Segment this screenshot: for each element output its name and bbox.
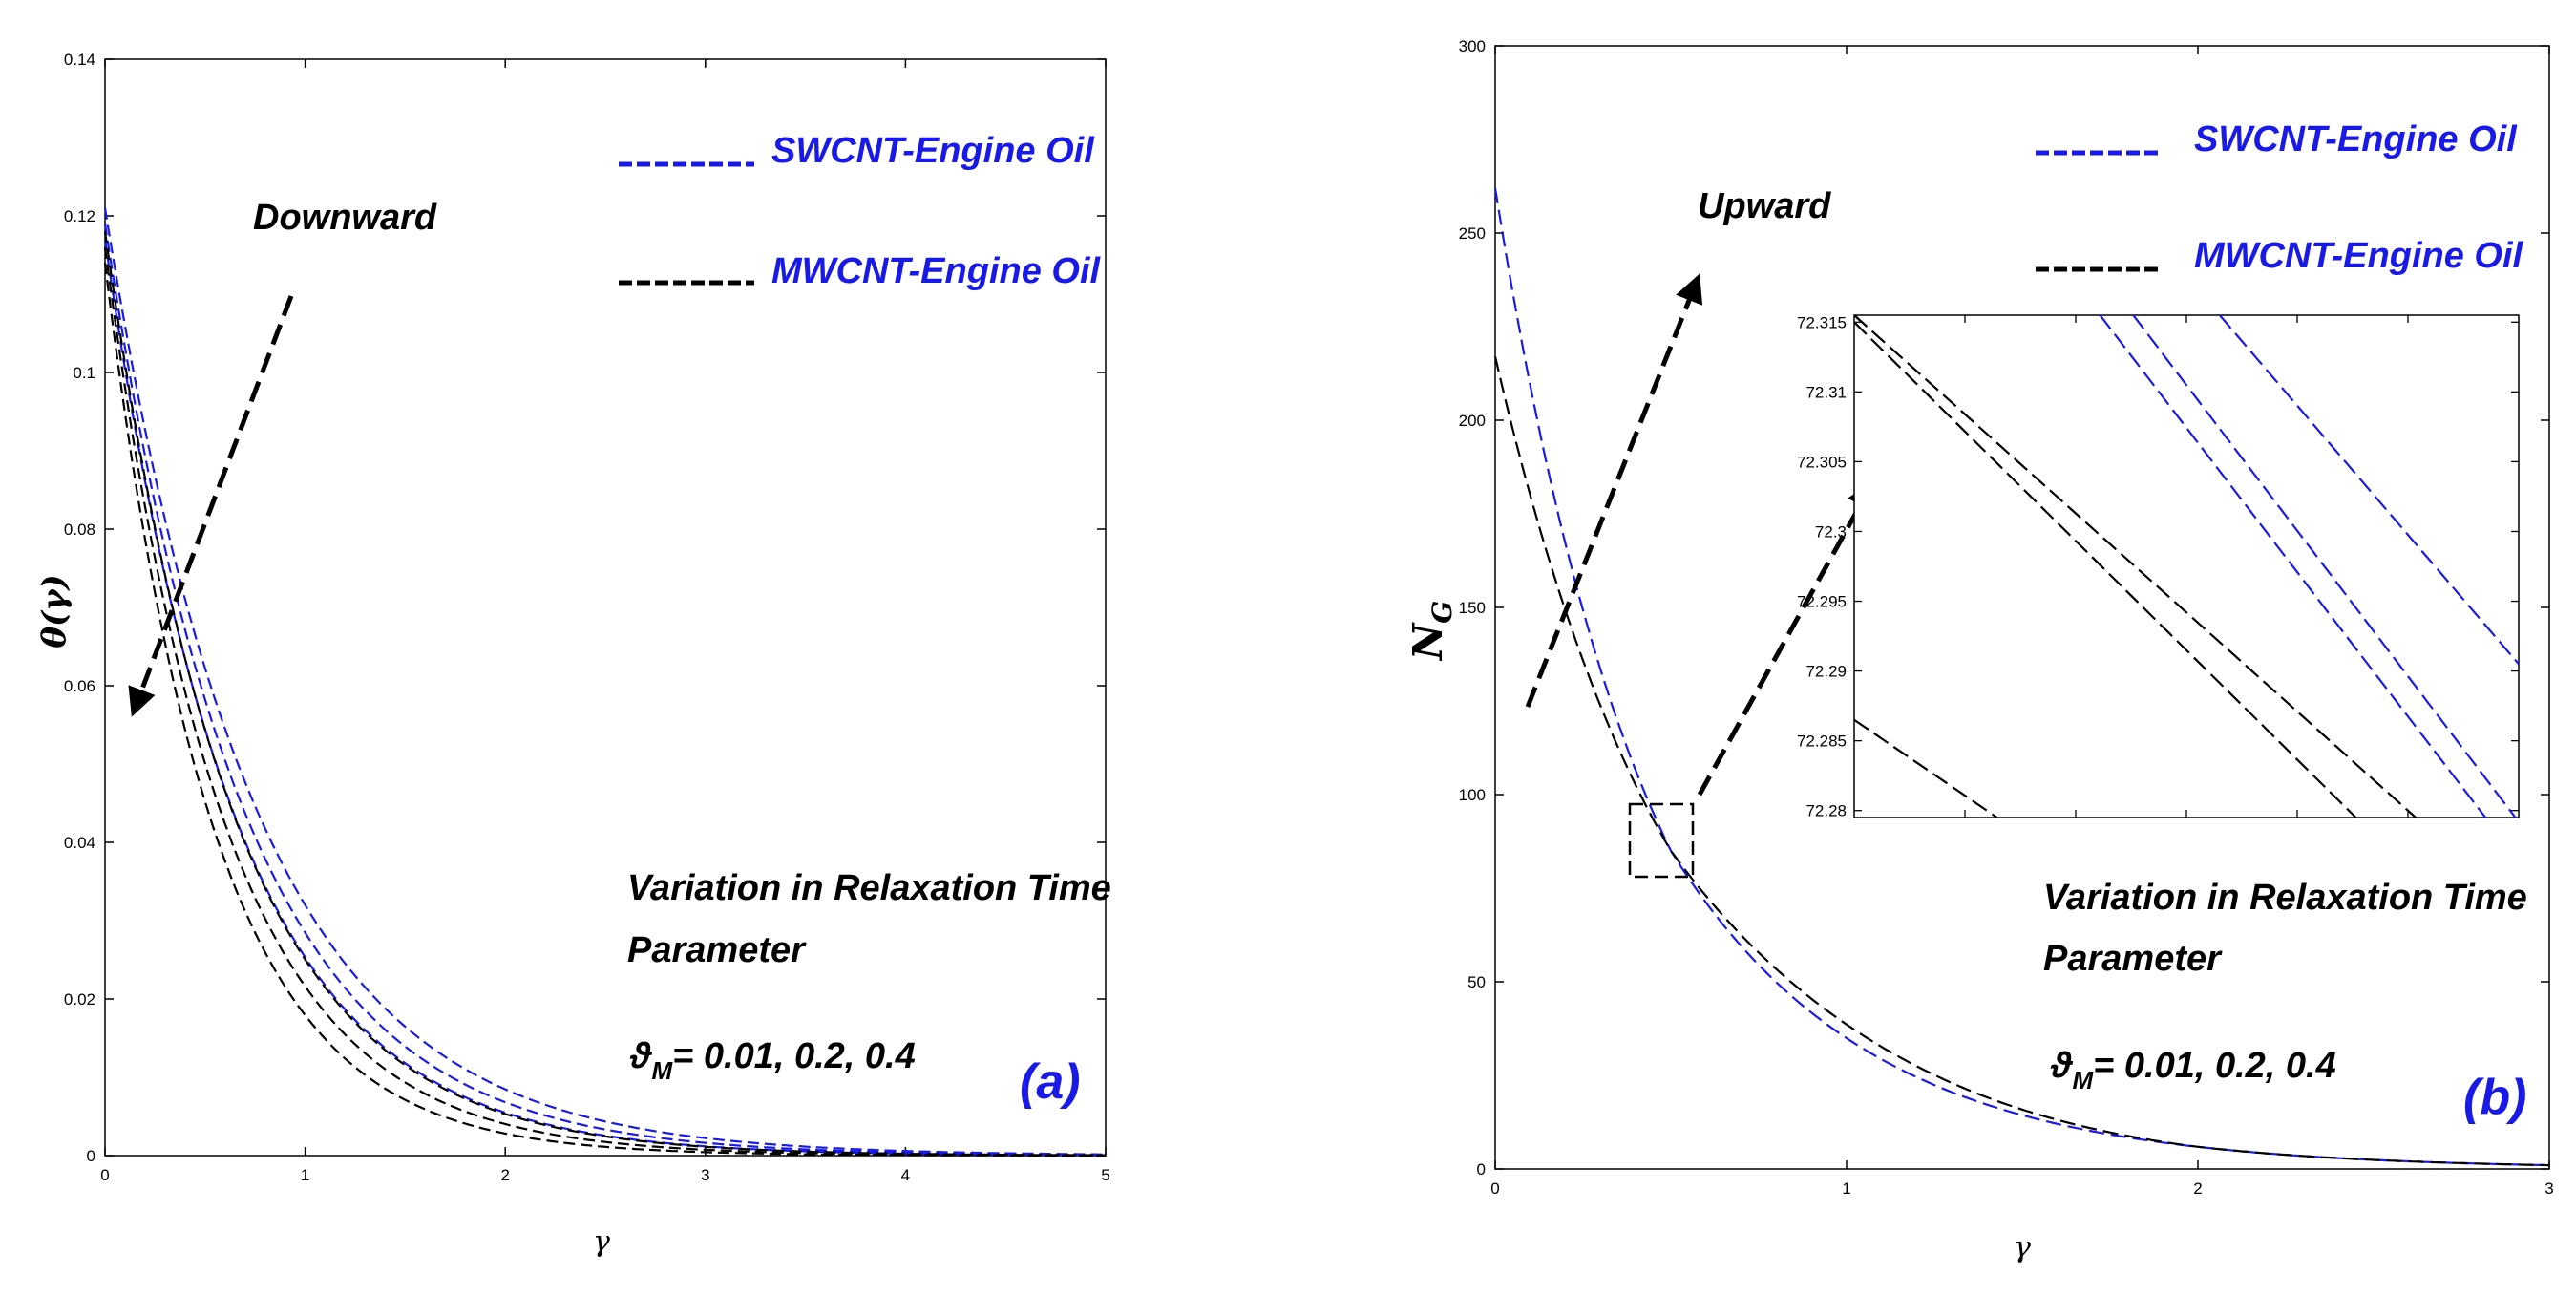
inset-series-line: [1853, 314, 2417, 818]
series-group: [1493, 187, 2550, 1167]
y-tick-label: 300: [1459, 37, 1486, 55]
inset-y-tick-label: 72.31: [1805, 383, 1847, 401]
x-axis-label: γ: [593, 1225, 610, 1259]
inset-series-line: [2218, 314, 2520, 665]
y-tick-label: 0.06: [64, 677, 95, 695]
x-tick-label: 1: [1842, 1179, 1850, 1198]
y-tick-label: 200: [1459, 412, 1486, 430]
tick-group: 0 1 2 3 4 5 0 0.02 0.04 0.06 0.08 0.1 0.12 0.14: [64, 51, 1110, 1184]
param-subscript: M: [651, 1056, 673, 1085]
arrow-label: Upward: [1698, 186, 1831, 226]
parameter-label: ϑM= 0.01, 0.2, 0.4: [629, 1036, 916, 1085]
y-axis-label-main: NG: [1404, 601, 1458, 662]
inset-y-tick-label: 72.29: [1805, 663, 1847, 681]
series-line: [103, 246, 1106, 1157]
inset-zoom-plot: 72.28 72.285 72.29 72.295 72.3 72.305 72.31 72.…: [1797, 313, 2520, 820]
series-line: [103, 239, 1106, 1157]
annotation-line-1: Variation in Relaxation Time: [2043, 878, 2527, 918]
chart-panel-b: 0 1 2 3 0 50 100 150 200 250 300 SWCNT-Engine Oil …: [1404, 37, 2554, 1264]
y-tick-label: 0: [1477, 1160, 1486, 1179]
param-symbol: ϑ: [2050, 1046, 2074, 1086]
inset-y-tick-label: 72.3: [1815, 522, 1847, 541]
inset-y-tick-label: 72.305: [1797, 453, 1847, 471]
y-tick-label: 0.04: [64, 834, 95, 852]
x-tick-label: 2: [500, 1166, 509, 1184]
param-symbol: ϑ: [629, 1036, 653, 1076]
inset-series-line: [2132, 314, 2517, 818]
legend-label-mwcnt: MWCNT-Engine Oil: [771, 251, 1102, 291]
param-values: = 0.01, 0.2, 0.4: [672, 1036, 916, 1076]
inset-series-group: [1853, 314, 2520, 818]
y-tick-label: 0.12: [64, 207, 95, 225]
legend-label-swcnt: SWCNT-Engine Oil: [2194, 119, 2518, 159]
y-axis-label: θ(γ): [35, 574, 74, 648]
x-axis-label: γ: [2014, 1231, 2031, 1264]
y-tick-label: 0.08: [64, 521, 95, 539]
trend-arrow: [1525, 273, 1703, 708]
y-tick-label: 100: [1459, 786, 1486, 804]
series-line: [103, 223, 1106, 1157]
annotation-line-2: Parameter: [2043, 939, 2223, 979]
inset-y-tick-label: 72.295: [1797, 593, 1847, 611]
chart-panel-a: 0 1 2 3 4 5 0 0.02 0.04 0.06 0.08 0.1 0.12 0.14 SWCNT…: [35, 51, 1111, 1259]
legend-label-swcnt: SWCNT-Engine Oil: [771, 131, 1095, 171]
inset-y-tick-label: 72.28: [1805, 802, 1847, 820]
inset-y-tick-label: 72.315: [1797, 313, 1847, 331]
x-tick-label: 3: [2544, 1179, 2553, 1198]
series-line: [103, 263, 1106, 1157]
zoom-connector-arrow: [1697, 479, 1874, 797]
panel-label: (a): [1020, 1054, 1081, 1110]
y-axis-subscript: G: [1426, 601, 1458, 624]
x-tick-label: 5: [1101, 1166, 1109, 1184]
x-tick-label: 2: [2193, 1179, 2202, 1198]
inset-series-line: [1853, 718, 1998, 818]
param-subscript: M: [2072, 1066, 2094, 1094]
inset-series-line: [2099, 314, 2487, 818]
y-tick-label: 0: [87, 1147, 95, 1165]
y-tick-label: 250: [1459, 224, 1486, 243]
arrow-label: Downward: [253, 198, 437, 238]
x-tick-label: 1: [301, 1166, 309, 1184]
series-group: [103, 207, 1106, 1157]
y-tick-label: 150: [1459, 599, 1486, 617]
parameter-label: ϑM= 0.01, 0.2, 0.4: [2050, 1046, 2336, 1094]
x-tick-label: 4: [901, 1166, 910, 1184]
y-tick-label: 0.02: [64, 990, 95, 1009]
series-line: [103, 207, 1106, 1156]
y-axis-label: NG: [1404, 601, 1458, 662]
tick-group: 0 1 2 3 0 50 100 150 200 250 300: [1459, 37, 2554, 1198]
y-tick-label: 0.1: [73, 364, 95, 382]
inset-tick-group: 72.28 72.285 72.29 72.295 72.3 72.305 72.31 72.…: [1797, 313, 2519, 820]
x-tick-label: 0: [1490, 1179, 1499, 1198]
legend-label-mwcnt: MWCNT-Engine Oil: [2194, 236, 2524, 276]
plot-frame: [104, 58, 1107, 1157]
inset-series-line: [1853, 321, 2357, 818]
x-tick-label: 3: [701, 1166, 709, 1184]
param-values: = 0.01, 0.2, 0.4: [2093, 1046, 2336, 1086]
inset-y-tick-label: 72.285: [1797, 733, 1847, 751]
y-tick-label: 0.14: [64, 51, 95, 69]
panel-label: (b): [2463, 1070, 2526, 1125]
legend: SWCNT-Engine Oil MWCNT-Engine Oil: [619, 131, 1102, 291]
series-line: [103, 231, 1106, 1157]
trend-arrow: [128, 295, 294, 717]
inset-background: [1853, 314, 2520, 818]
zoom-region-box: [1628, 802, 1695, 879]
legend: SWCNT-Engine Oil MWCNT-Engine Oil: [2036, 119, 2524, 276]
annotation-line-2: Parameter: [627, 930, 807, 970]
annotation-line-1: Variation in Relaxation Time: [627, 868, 1111, 908]
series-line: [1493, 356, 2550, 1167]
y-tick-label: 50: [1467, 973, 1486, 991]
x-tick-label: 0: [100, 1166, 109, 1184]
y-axis-symbol: N: [1404, 622, 1451, 662]
